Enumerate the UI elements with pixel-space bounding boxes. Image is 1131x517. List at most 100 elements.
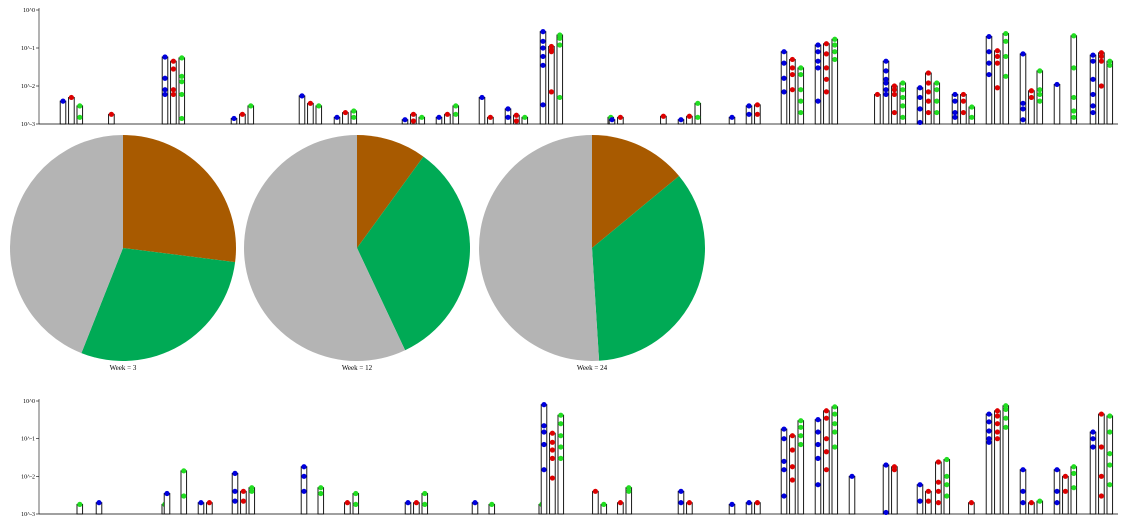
data-point [1054, 488, 1060, 494]
bar [247, 105, 255, 125]
data-point [1054, 467, 1060, 473]
data-point [952, 91, 958, 98]
data-point [678, 500, 684, 506]
data-point [181, 493, 187, 499]
data-point [917, 482, 923, 488]
pie-slice [10, 135, 124, 354]
data-point [1037, 91, 1043, 98]
data-point [505, 114, 511, 120]
data-point [986, 411, 992, 417]
data-point [540, 38, 546, 44]
data-point [883, 76, 889, 82]
data-point [318, 485, 324, 491]
data-point [815, 429, 821, 435]
data-point [1098, 58, 1104, 64]
bar [874, 93, 881, 125]
data-point [925, 89, 932, 95]
data-point [249, 488, 255, 494]
data-point [540, 102, 546, 108]
bar [891, 466, 898, 515]
data-point [917, 106, 923, 112]
data-point [1054, 81, 1060, 88]
pie-chart-week-24 [478, 135, 705, 361]
data-point [1020, 100, 1026, 106]
data-point [994, 60, 1001, 66]
data-point [815, 58, 821, 64]
data-point [781, 458, 787, 464]
data-point [695, 114, 701, 120]
data-point [1071, 108, 1077, 114]
data-point [986, 60, 992, 66]
data-point [1098, 50, 1104, 56]
data-point [1107, 62, 1113, 68]
data-point [419, 114, 425, 120]
data-point [248, 103, 254, 109]
data-point [823, 467, 830, 473]
data-point [1062, 473, 1068, 479]
data-point [754, 102, 761, 108]
data-point [541, 441, 547, 448]
data-point [832, 42, 838, 48]
data-point [77, 501, 83, 507]
data-point [444, 111, 450, 117]
data-point [994, 436, 1001, 442]
pie-slice [592, 135, 680, 248]
y-tick-label: 10^0 [23, 8, 35, 14]
data-point [402, 117, 408, 123]
pie-label: Week = 3 [110, 364, 137, 372]
data-point [422, 490, 428, 497]
data-point [781, 75, 787, 81]
data-point [832, 429, 838, 435]
data-point [900, 103, 906, 109]
data-point [823, 415, 830, 421]
bar [1098, 413, 1105, 515]
pie-label: Week = 12 [342, 364, 373, 372]
data-point [540, 45, 546, 51]
data-point [678, 488, 684, 494]
pie-slice [244, 135, 406, 361]
data-point [617, 500, 624, 506]
data-point [781, 436, 787, 442]
data-point [170, 91, 176, 98]
data-point [1098, 444, 1104, 450]
data-point [832, 404, 838, 410]
data-point [798, 98, 804, 104]
data-point [1003, 415, 1009, 421]
data-point [1090, 103, 1096, 109]
data-point [549, 475, 556, 481]
data-point [540, 29, 546, 35]
data-point [874, 91, 881, 98]
data-point [832, 421, 838, 427]
data-point [1090, 76, 1096, 82]
data-point [994, 85, 1001, 91]
pie-slice [123, 135, 236, 263]
data-point [162, 75, 168, 81]
data-point [917, 498, 923, 504]
data-point [1028, 500, 1034, 506]
data-point [489, 501, 495, 507]
data-point [558, 412, 564, 418]
data-point [849, 473, 855, 479]
data-point [832, 36, 838, 42]
data-point [900, 87, 906, 93]
data-point [170, 58, 176, 64]
data-point [969, 104, 975, 110]
bar [68, 96, 75, 125]
data-point [1020, 106, 1026, 112]
data-point [1071, 114, 1077, 120]
data-point [883, 80, 889, 86]
pie-chart-week-12 [244, 135, 470, 361]
data-point [917, 94, 923, 101]
data-point [77, 103, 83, 109]
data-point [170, 87, 176, 93]
data-point [181, 468, 187, 474]
data-point [935, 500, 942, 506]
data-point [935, 488, 942, 494]
bar [814, 44, 822, 125]
data-point [513, 112, 520, 118]
bar [478, 96, 486, 125]
data-point [541, 423, 547, 429]
data-point [883, 462, 889, 468]
bar [882, 464, 890, 515]
data-point [883, 509, 889, 516]
